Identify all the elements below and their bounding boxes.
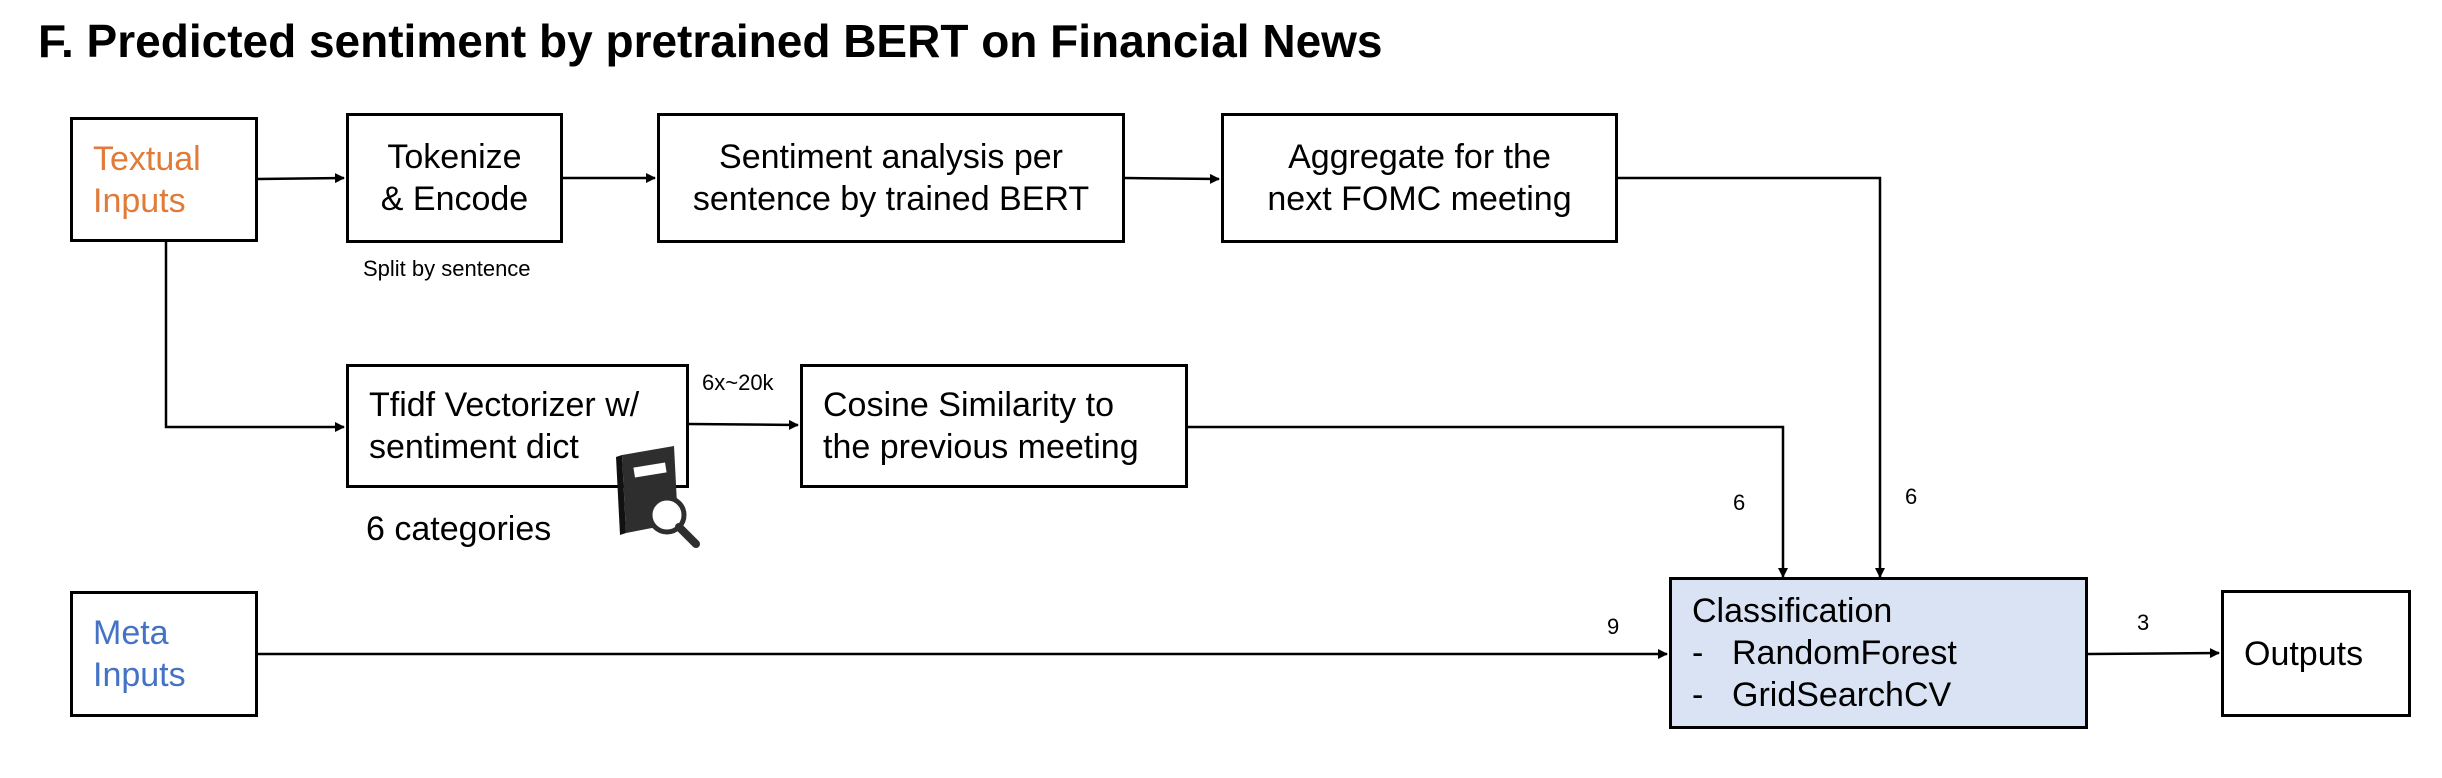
tokenize-label-line1: Tokenize (387, 138, 522, 176)
cosine-similarity-box: Cosine Similarity to the previous meetin… (800, 364, 1188, 488)
aggregate-label-line2: next FOMC meeting (1267, 180, 1572, 218)
edge-label-tfidf-to-cosine: 6x~20k (702, 370, 774, 395)
arrow-cosine-to-classification (1188, 425, 1788, 578)
sentiment-analysis-label-line1: Sentiment analysis per (719, 138, 1063, 176)
arrow-textual-to-tfidf (164, 242, 345, 432)
tokenize-box: Tokenize & Encode (346, 113, 563, 243)
arrow-aggregate-to-classification (1618, 176, 1885, 578)
meta-inputs-label-line2: Inputs (93, 656, 186, 694)
meta-inputs-box: Meta Inputs (70, 591, 258, 717)
tokenize-note: Split by sentence (363, 256, 531, 281)
book-search-icon (616, 446, 700, 548)
arrow-textual-to-tokenize (257, 173, 345, 184)
aggregate-box: Aggregate for the next FOMC meeting (1221, 113, 1618, 243)
classification-item-label: RandomForest (1732, 634, 1957, 672)
sentiment-analysis-box: Sentiment analysis per sentence by train… (657, 113, 1125, 243)
classification-item-gridsearchcv: - GridSearchCV (1692, 674, 2085, 716)
textual-inputs-label-line1: Textual (93, 139, 201, 178)
tfidf-categories-note: 6 categories (366, 510, 552, 548)
outputs-box: Outputs (2221, 590, 2411, 717)
cosine-label-line1: Cosine Similarity to (823, 386, 1114, 424)
textual-inputs-label-line2: Inputs (93, 181, 186, 220)
arrow-sentiment-to-aggregate (1124, 173, 1220, 184)
classification-heading: Classification (1692, 592, 1893, 630)
edge-label-aggregate-to-classification: 6 (1905, 484, 1918, 509)
edge-label-meta-to-classification: 9 (1607, 614, 1620, 639)
sentiment-analysis-label-line2: sentence by trained BERT (692, 180, 1090, 218)
classification-item-randomforest: - RandomForest (1692, 632, 2085, 674)
list-dash: - (1692, 634, 1704, 672)
classification-item-label: GridSearchCV (1732, 676, 1952, 714)
meta-inputs-label-line1: Meta (93, 614, 169, 652)
textual-inputs-box: Textual Inputs (70, 117, 258, 242)
arrow-classification-to-outputs (2087, 648, 2220, 659)
arrow-tfidf-to-cosine (688, 419, 799, 430)
tfidf-label-line2: sentiment dict (369, 428, 579, 466)
outputs-label: Outputs (2244, 634, 2364, 673)
tfidf-label-line1: Tfidf Vectorizer w/ (369, 386, 640, 424)
diagram-title: F. Predicted sentiment by pretrained BER… (38, 15, 1383, 67)
classification-box: Classification - RandomForest - GridSear… (1669, 577, 2088, 729)
aggregate-label-line1: Aggregate for the (1288, 138, 1551, 176)
edge-label-cosine-to-classification: 6 (1733, 490, 1746, 515)
cosine-label-line2: the previous meeting (823, 428, 1139, 466)
tokenize-label-line2: & Encode (380, 180, 529, 218)
edge-label-classification-to-outputs: 3 (2137, 610, 2150, 635)
list-dash: - (1692, 676, 1704, 714)
